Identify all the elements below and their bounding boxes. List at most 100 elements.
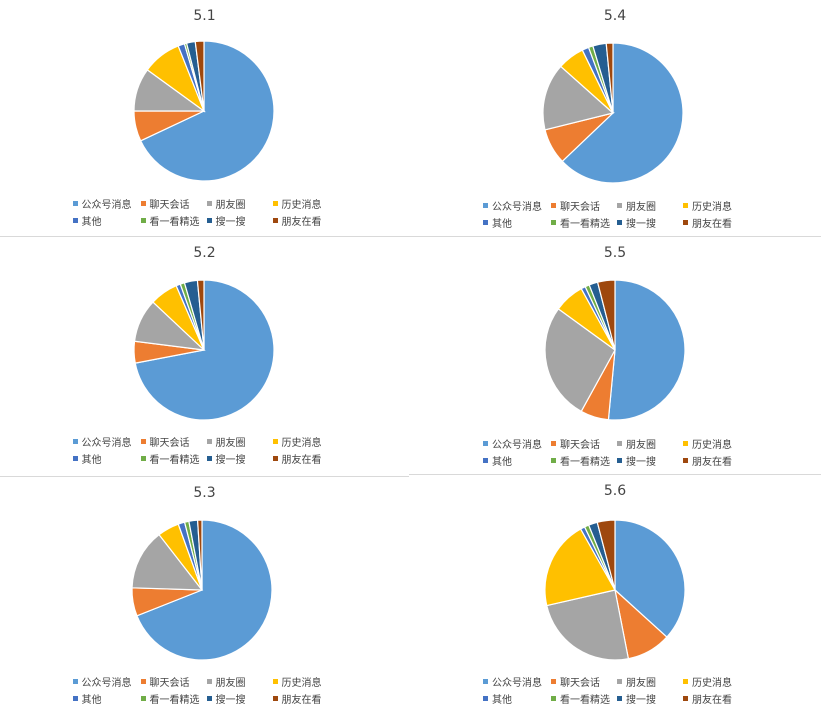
legend-label: 朋友在看 (692, 457, 732, 468)
pie-slice-3 (131, 533, 204, 591)
horizontal-divider-3 (409, 474, 821, 475)
legend-swatch (140, 679, 146, 684)
chart-panel-4: 5.5 公众号消息 聊天会话 朋友圈 历史消息 其他 看一看精选 搜一搜 朋友在看 (409, 237, 821, 474)
legend-swatch (483, 220, 488, 225)
legend-swatch (72, 439, 78, 444)
legend-item: 搜一搜 (617, 691, 683, 706)
legend-swatch (551, 441, 556, 446)
legend-item: 朋友在看 (683, 453, 747, 468)
chart-title: 5.4 (603, 8, 627, 24)
legend-label: 其他 (81, 695, 102, 706)
legend-item: 历史消息 (272, 674, 337, 689)
legend-label: 搜一搜 (626, 695, 656, 706)
legend-swatch (272, 218, 278, 223)
legend-item: 公众号消息 (483, 674, 551, 689)
legend-item: 看一看精选 (551, 691, 617, 706)
legend-label: 其他 (492, 219, 512, 230)
legend-swatch (140, 456, 146, 461)
legend-swatch (551, 203, 556, 208)
legend-item: 看一看精选 (140, 451, 207, 466)
chart-legend: 公众号消息 聊天会话 朋友圈 历史消息 其他 看一看精选 搜一搜 朋友在看 (409, 436, 821, 468)
legend-label: 看一看精选 (560, 457, 610, 468)
legend-swatch (206, 439, 212, 444)
legend-item: 朋友在看 (683, 691, 747, 706)
legend-item: 搜一搜 (206, 691, 273, 706)
pie-chart (544, 519, 686, 661)
legend-label: 聊天会话 (149, 200, 190, 211)
legend-label: 其他 (492, 457, 512, 468)
legend-swatch (617, 679, 622, 684)
pie-slice-4 (544, 528, 616, 607)
legend-swatch (683, 203, 688, 208)
legend-item: 朋友在看 (272, 691, 337, 706)
pie-slice-8 (605, 42, 614, 114)
legend-swatch (683, 220, 688, 225)
legend-swatch (617, 696, 622, 701)
chart-title: 5.1 (193, 8, 216, 24)
pie-slice-3 (544, 308, 616, 413)
legend-item: 朋友圈 (206, 196, 273, 211)
pie-slice-8 (196, 519, 203, 591)
pie-chart (131, 519, 273, 661)
legend-swatch (72, 456, 78, 461)
legend-item: 看一看精选 (551, 215, 617, 230)
legend-item: 聊天会话 (551, 436, 617, 451)
legend-item: 聊天会话 (140, 196, 207, 211)
pie-slice-1 (136, 519, 273, 661)
pie-slice-3 (542, 65, 615, 131)
legend-label: 看一看精选 (560, 695, 610, 706)
legend-swatch (272, 201, 278, 206)
legend-label: 历史消息 (281, 438, 322, 449)
legend-swatch (483, 696, 488, 701)
legend-swatch (483, 679, 488, 684)
legend-swatch (617, 203, 622, 208)
horizontal-divider-1 (0, 236, 821, 237)
legend-swatch (683, 696, 688, 701)
legend-label: 聊天会话 (560, 202, 600, 213)
legend-label: 聊天会话 (560, 678, 600, 689)
legend-swatch (206, 679, 212, 684)
legend-label: 历史消息 (692, 678, 732, 689)
legend-swatch (140, 696, 146, 701)
legend-swatch (551, 696, 556, 701)
legend-swatch (483, 441, 488, 446)
legend-label: 公众号消息 (492, 678, 542, 689)
legend-label: 朋友圈 (626, 678, 656, 689)
legend-item: 看一看精选 (140, 213, 207, 228)
chart-legend: 公众号消息 聊天会话 朋友圈 历史消息 其他 看一看精选 搜一搜 朋友在看 (409, 674, 821, 706)
legend-label: 朋友在看 (692, 695, 732, 706)
legend-item: 聊天会话 (551, 674, 617, 689)
legend-swatch (551, 220, 556, 225)
legend-swatch (483, 203, 488, 208)
legend-label: 看一看精选 (560, 219, 610, 230)
legend-label: 聊天会话 (149, 438, 190, 449)
legend-label: 历史消息 (692, 202, 732, 213)
legend-item: 朋友圈 (206, 434, 273, 449)
legend-label: 看一看精选 (149, 217, 200, 228)
legend-item: 聊天会话 (551, 198, 617, 213)
legend-swatch (617, 441, 622, 446)
chart-legend: 公众号消息 聊天会话 朋友圈 历史消息 其他 看一看精选 搜一搜 朋友在看 (409, 198, 821, 230)
horizontal-divider-2 (0, 476, 409, 477)
legend-label: 公众号消息 (81, 438, 132, 449)
chart-panel-3: 5.2 公众号消息 聊天会话 朋友圈 历史消息 其他 看一看精选 搜一搜 朋友在看 (0, 237, 409, 476)
legend-label: 朋友圈 (626, 202, 656, 213)
legend-item: 其他 (72, 213, 141, 228)
pie-slice-1 (139, 40, 275, 182)
legend-item: 搜一搜 (206, 213, 273, 228)
legend-label: 朋友圈 (215, 438, 246, 449)
legend-label: 公众号消息 (492, 202, 542, 213)
legend-label: 公众号消息 (81, 678, 132, 689)
legend-item: 公众号消息 (483, 436, 551, 451)
pie-chart (133, 279, 275, 421)
pie-chart (542, 42, 684, 184)
chart-legend: 公众号消息 聊天会话 朋友圈 历史消息 其他 看一看精选 搜一搜 朋友在看 (0, 196, 409, 228)
chart-panel-6: 5.6 公众号消息 聊天会话 朋友圈 历史消息 其他 看一看精选 搜一搜 朋友在看 (409, 475, 821, 714)
chart-title: 5.3 (193, 485, 216, 501)
legend-label: 历史消息 (281, 200, 322, 211)
pie-chart (544, 279, 686, 421)
pie-slice-1 (607, 279, 686, 421)
legend-item: 历史消息 (683, 674, 747, 689)
legend-item: 公众号消息 (483, 198, 551, 213)
legend-item: 看一看精选 (140, 691, 207, 706)
